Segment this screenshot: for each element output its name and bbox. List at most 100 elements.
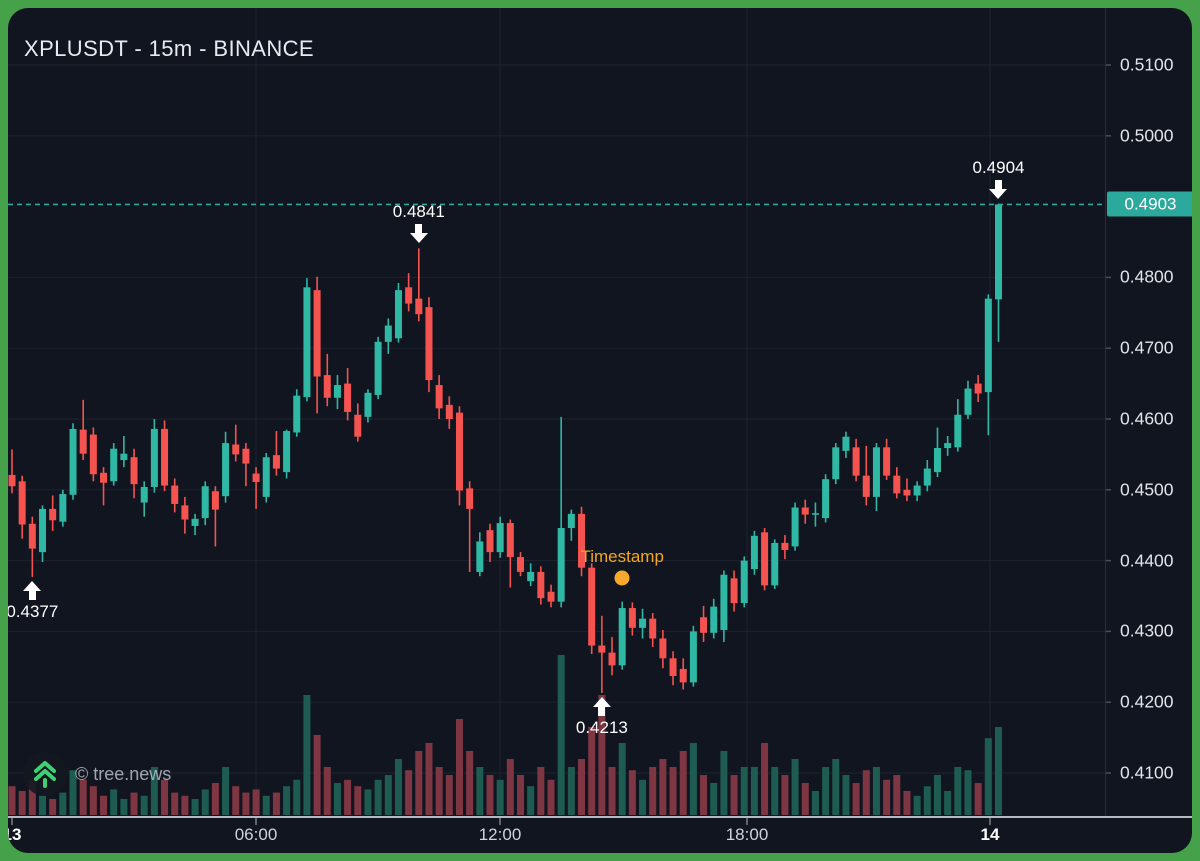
candle-body [18,481,26,525]
volume-bar [354,786,362,815]
watermark-text: © tree.news [75,763,172,784]
candle-body [130,457,138,485]
price-axis-label: 0.4200 [1120,691,1174,712]
time-axis-border [8,816,1192,818]
annotation-label: 0.4377 [8,601,59,621]
watermark: © tree.news [23,752,171,796]
annotation-label: 0.4213 [575,717,628,737]
volume-bar [588,727,596,815]
candle-body [740,560,748,604]
candle-body [201,486,209,519]
candle-body [903,489,911,496]
time-axis-label: 14 [980,825,1000,844]
volume-bar [222,767,230,815]
candle-body [822,479,830,519]
candle-body [272,455,280,469]
candle-body [994,204,1002,300]
volume-bar [700,775,708,815]
candle-body [69,428,77,495]
price-axis-label: 0.4300 [1120,620,1174,641]
volume-bar [181,795,189,815]
volume-bar [608,767,616,815]
candle-body [893,475,901,494]
candle-body [415,298,423,315]
candle-body [852,447,860,476]
volume-bar [211,783,219,815]
volume-bar [913,795,921,815]
volume-bar [435,767,443,815]
candle-body [700,617,708,633]
volume-bar [272,792,280,815]
candle-body [435,385,443,409]
volume-bar [893,775,901,815]
candle-body [842,436,850,451]
candle-body [679,668,687,683]
candle-body [913,485,921,496]
candle-body [689,631,697,683]
price-axis-label: 0.4500 [1120,479,1174,500]
candle-body [181,505,189,520]
candle-body [232,444,240,455]
volume-bar [100,795,108,815]
candlestick-chart[interactable] [8,8,1192,853]
volume-bar [496,779,504,815]
volume-bar [405,770,413,815]
volume-bar [455,719,463,815]
candle-body [669,658,677,677]
candle-body [547,591,555,602]
candle-body [120,453,128,461]
volume-bar [303,695,311,815]
volume-bar [811,791,819,815]
candle-body [171,485,179,504]
volume-bar [557,655,565,815]
candle-body [191,518,199,526]
candle-body [394,290,402,339]
candle-body [567,513,575,529]
candle-body [39,508,47,553]
candle-body [445,404,453,419]
candle-body [283,431,291,473]
candle-body [984,298,992,393]
volume-bar [140,795,148,815]
volume-bar [79,779,87,815]
price-axis-label: 0.4700 [1120,337,1174,358]
candle-body [578,513,586,568]
candle-body [811,513,819,515]
volume-bar [110,789,118,815]
volume-bar [89,786,97,815]
volume-bar [628,770,636,815]
time-axis-label: 06:00 [234,825,278,844]
volume-bar [171,792,179,815]
volume-bar [618,743,626,815]
volume-bar [527,786,535,815]
volume-bar [679,751,687,815]
volume-bar [313,735,321,815]
price-annotation: 0.4213 [576,697,628,740]
volume-bar [883,779,891,815]
volume-bar [771,767,779,815]
volume-bar [252,789,260,815]
candle-body [140,486,148,503]
candle-body [750,535,758,570]
candle-body [496,523,504,553]
volume-bar [201,789,209,815]
candle-body [872,447,880,497]
candle-body [150,428,158,487]
volume-bar [954,767,962,815]
volume-bar [872,767,880,815]
volume-bar [801,783,809,815]
candle-body [486,530,494,553]
volume-bar [364,789,372,815]
volume-bar [791,759,799,815]
candle-body [425,307,433,381]
volume-bar [740,767,748,815]
candle-body [832,447,840,480]
candle-body [49,508,57,521]
candle-body [59,494,67,522]
candle-body [28,523,36,549]
candle-body [781,542,789,550]
volume-bar [486,775,494,815]
volume-bar [720,751,728,815]
price-axis-label: 0.5100 [1120,54,1174,75]
candle-body [588,567,596,646]
